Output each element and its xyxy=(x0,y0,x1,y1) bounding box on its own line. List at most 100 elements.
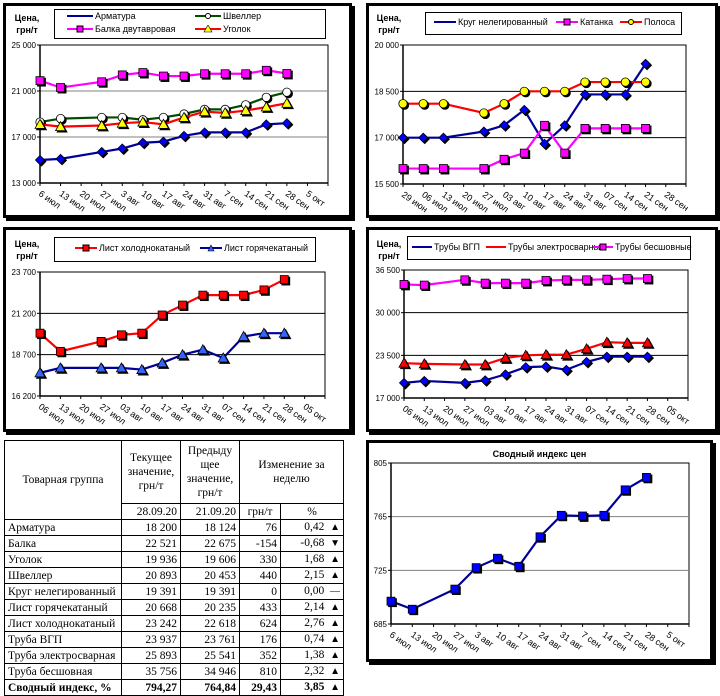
cell-abs: 330 xyxy=(239,551,281,568)
cell-abs: 352 xyxy=(239,647,281,664)
legend-line-icon xyxy=(195,25,221,33)
data-point xyxy=(439,164,448,173)
data-point xyxy=(620,485,630,495)
data-point xyxy=(117,143,128,154)
table-row: Труба электросварная 25 893 25 541 352 1,38 … xyxy=(4,647,344,664)
data-point xyxy=(159,71,168,81)
legend-item: Лист холоднокатаный xyxy=(75,243,190,253)
table-total-row: Сводный индекс, % 794,27 764,84 29,43 3,… xyxy=(4,679,344,696)
legend-line-icon xyxy=(200,244,222,252)
data-point xyxy=(471,563,481,573)
pct-value: -0,68 xyxy=(300,537,325,549)
data-point xyxy=(279,275,289,284)
header-change: Изменение за неделю xyxy=(239,440,344,504)
data-point xyxy=(460,275,470,285)
header-previous: Предыду щее значение, грн/т xyxy=(180,440,240,504)
cell-current: 19 391 xyxy=(121,583,181,600)
legend-item: Катанка xyxy=(556,17,613,27)
table-row: Швеллер 20 893 20 453 440 2,15 ▲ xyxy=(4,567,344,584)
cell-pct: 1,38 ▲ xyxy=(280,647,344,664)
cell-previous: 764,84 xyxy=(180,679,240,696)
cell-previous: 19 391 xyxy=(180,583,240,600)
trend-icon: ▲ xyxy=(330,602,340,613)
cell-name: Лист холоднокатаный xyxy=(4,615,122,632)
data-point xyxy=(407,604,417,614)
data-point xyxy=(501,278,510,288)
data-point xyxy=(97,77,107,87)
data-point xyxy=(578,511,587,521)
data-point xyxy=(438,99,449,109)
data-point xyxy=(157,118,170,129)
cell-pct: 2,15 ▲ xyxy=(280,567,344,584)
cell-current: 25 893 xyxy=(121,647,181,664)
y-tick-label: 685 xyxy=(374,620,388,629)
table-row: Уголок 19 936 19 606 330 1,68 ▲ xyxy=(4,551,344,568)
cell-abs: 0 xyxy=(239,583,281,600)
data-point xyxy=(237,330,250,341)
cell-abs: -154 xyxy=(239,535,281,552)
data-point xyxy=(261,65,271,75)
data-point xyxy=(34,154,46,166)
series-Трубы электросварные xyxy=(398,336,655,371)
data-point xyxy=(239,290,248,300)
cell-previous: 20 453 xyxy=(180,567,240,584)
data-point xyxy=(479,108,489,118)
data-point xyxy=(217,352,229,363)
chart-panel-index: Сводный индекс цен 685 725 765 805 6 июл 13 и… xyxy=(366,440,713,662)
data-point xyxy=(178,111,190,122)
data-point xyxy=(197,343,209,355)
data-point xyxy=(281,97,293,108)
cell-name: Сводный индекс, % xyxy=(4,679,122,696)
data-point xyxy=(218,290,228,300)
chart-legend: Лист холоднокатаный Лист горячекатаный xyxy=(54,237,316,262)
cell-pct: 0,74 ▲ xyxy=(280,631,344,648)
data-point xyxy=(418,99,428,109)
y-tick-label: 13 000 xyxy=(12,179,37,188)
table-row: Труба ВГП 23 937 23 761 176 0,74 ▲ xyxy=(4,631,344,648)
data-point xyxy=(438,132,449,143)
data-point xyxy=(398,99,408,109)
x-tick-label: 17 авг xyxy=(516,629,543,652)
data-point xyxy=(34,118,46,129)
chart-panel-round-wire-strip: Цена, грн/т Круг нелегированный Катанка … xyxy=(366,3,718,218)
x-tick-label: 31 авг xyxy=(558,629,585,652)
data-point xyxy=(581,356,592,367)
cell-name: Арматура xyxy=(4,519,122,536)
legend-item: Швеллер xyxy=(195,11,261,21)
cell-name: Лист горячекатаный xyxy=(4,599,122,616)
data-point xyxy=(259,285,269,295)
data-point xyxy=(198,290,208,300)
data-point xyxy=(600,89,611,100)
data-point xyxy=(582,275,591,285)
cell-abs: 176 xyxy=(239,631,281,648)
legend-item: Круг нелегированный xyxy=(434,17,548,27)
cell-abs: 433 xyxy=(239,599,281,616)
data-point xyxy=(56,83,65,92)
chart-panel-long-products: Цена, грн/т Арматура Швеллер Балка двута… xyxy=(3,3,352,218)
pct-value: 3,85 xyxy=(304,681,325,693)
data-point xyxy=(258,327,270,338)
data-point xyxy=(282,69,292,78)
data-point xyxy=(418,132,429,143)
table-row: Круг нелегированный 19 391 19 391 0 0,00 — xyxy=(4,583,344,600)
cell-abs: 624 xyxy=(239,615,281,632)
pct-value: 0,00 xyxy=(304,585,325,597)
series-Сводный индекс цен xyxy=(386,472,653,616)
data-point xyxy=(179,71,189,81)
series-Лист горячекатаный xyxy=(34,327,292,379)
chart-title: Сводный индекс цен xyxy=(492,449,587,459)
cell-name: Балка xyxy=(4,535,122,552)
data-point xyxy=(641,124,650,133)
data-point xyxy=(580,342,593,354)
legend-line-icon xyxy=(75,244,97,252)
pct-value: 1,68 xyxy=(304,553,325,565)
y-tick-label: 30 000 xyxy=(376,309,401,318)
series-Уголок xyxy=(34,97,295,133)
data-point xyxy=(540,348,552,360)
data-point xyxy=(559,120,570,131)
legend-item: Уголок xyxy=(195,24,251,34)
legend-line-icon xyxy=(67,15,93,17)
chart-panel-sheet: Цена, грн/т Лист холоднокатаный Лист гор… xyxy=(3,227,352,432)
data-point xyxy=(621,337,633,348)
